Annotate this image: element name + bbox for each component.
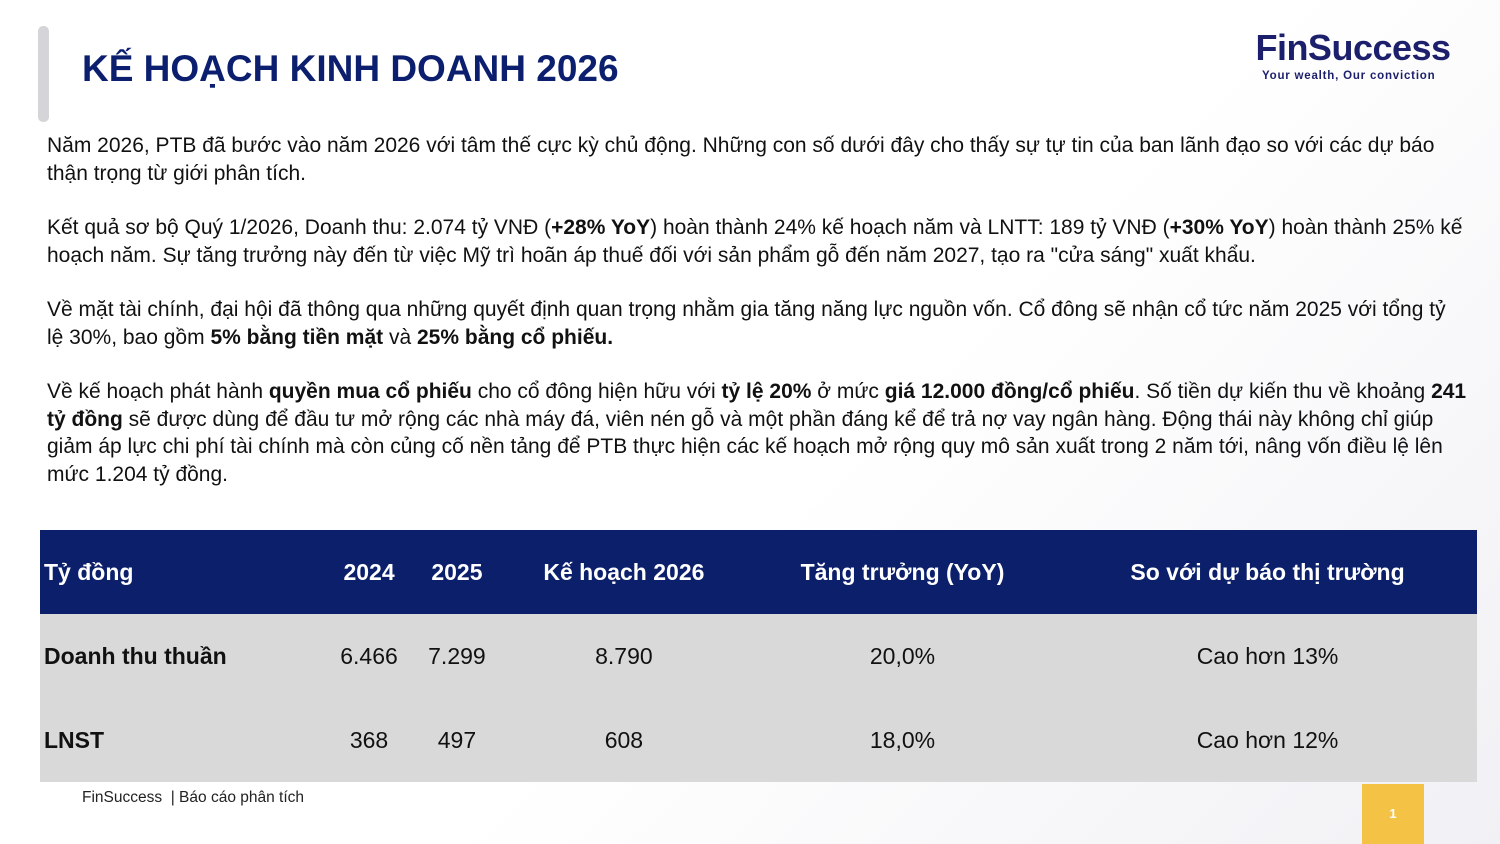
bold-text: giá 12.000 đồng/cổ phiếu [884,380,1135,403]
paragraph: Kết quả sơ bộ Quý 1/2026, Doanh thu: 2.0… [47,214,1467,269]
text: . Số tiền dự kiến thu về khoảng [1134,380,1432,403]
page-title: KẾ HOẠCH KINH DOANH 2026 [82,48,619,89]
page-number: 1 [1362,784,1424,844]
bold-text: +28% YoY [551,216,651,239]
table-row: LNST 368 497 608 18,0% Cao hơn 12% [40,698,1477,782]
text: và [383,325,417,349]
table-cell: LNST [44,726,105,753]
paragraph: Năm 2026, PTB đã bước vào năm 2026 với t… [47,132,1467,187]
bold-text: quyền mua cổ phiếu [268,380,472,403]
table-cell: Cao hơn 13% [1196,642,1339,669]
paragraph: Về kế hoạch phát hành quyền mua cổ phiếu… [47,378,1467,488]
text: sẽ được dùng để đầu tư mở rộng các nhà m… [47,407,1443,486]
table-row: Doanh thu thuần 6.466 7.299 8.790 20,0% Cao h… [40,614,1477,698]
column-header: Tăng trưởng (YoY) [800,558,1005,585]
text: Về kế hoạch phát hành [47,380,269,403]
text: cho cổ đông hiện hữu với [471,380,722,403]
column-header: Kế hoạch 2026 [543,558,705,585]
table-cell: Doanh thu thuần [44,642,227,669]
table-cell: 20,0% [869,642,936,669]
column-header: Tỷ đồng [44,558,134,585]
column-header: 2024 [343,558,395,585]
column-header: 2025 [431,558,483,585]
text: ở mức [811,380,885,403]
bold-text: tỷ lệ 20% [721,380,812,403]
logo-name: FinSuccess [1255,27,1451,68]
logo-tagline: Your wealth, Our conviction [1262,70,1436,82]
table-cell: 7.299 [428,642,486,669]
table-cell: 6.466 [340,642,398,669]
title-accent-bar [38,26,49,122]
text: ) hoàn thành 24% kế hoạch năm và LNTT: 1… [650,216,1170,239]
bold-text: 241 tỷ đồng [47,380,1467,431]
text: Về mặt tài chính, đại hội đã thông qua n… [47,298,1446,349]
text: Năm 2026, PTB đã bước vào năm 2026 với t… [47,134,1435,185]
finsuccess-logo: FinSuccess Your wealth, Our conviction [1248,27,1458,83]
column-header: So với dự báo thị trường [1130,558,1405,585]
bold-text: 25% bằng cổ phiếu. [417,325,614,349]
text: ) hoàn thành 25% kế hoạch năm. Sự tăng t… [47,216,1463,267]
footer-text: FinSuccess | Báo cáo phân tích [82,789,305,806]
body-text: Năm 2026, PTB đã bước vào năm 2026 với t… [47,132,1467,515]
table-cell: Cao hơn 12% [1196,726,1339,753]
paragraph: Về mặt tài chính, đại hội đã thông qua n… [47,296,1467,351]
table-cell: 608 [604,726,644,753]
bold-text: 5% bằng tiền mặt [210,325,384,349]
table-cell: 18,0% [869,726,936,753]
table-cell: 8.790 [595,642,653,669]
table-cell: 497 [437,726,477,753]
table-header-row: Tỷ đồng 2024 2025 Kế hoạch 2026 Tăng trưởng … [40,530,1477,614]
table-cell: 368 [349,726,389,753]
bold-text: +30% YoY [1169,216,1269,239]
business-plan-table: Tỷ đồng 2024 2025 Kế hoạch 2026 Tăng trưởng … [40,530,1477,782]
text: Kết quả sơ bộ Quý 1/2026, Doanh thu: 2.0… [47,216,552,239]
